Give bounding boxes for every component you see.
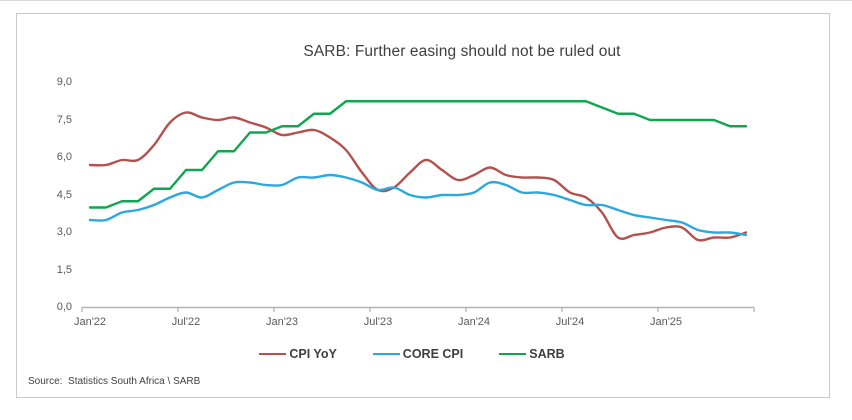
series-cpi-yoy-line xyxy=(88,111,748,242)
series-core-cpi-line xyxy=(88,173,748,237)
y-axis-tick-label: 6,0 xyxy=(56,151,72,163)
legend-label: CORE CPI xyxy=(402,347,464,361)
x-axis-tick-label: Jan'25 xyxy=(649,316,683,328)
legend-item-core-cpi: CORE CPI xyxy=(372,347,464,361)
legend-line-swatch xyxy=(372,352,400,356)
y-axis-tick-label: 7,5 xyxy=(56,113,72,126)
legend-line-swatch xyxy=(259,352,287,356)
y-axis-tick-label: 1,5 xyxy=(56,263,72,276)
y-axis-tick-label: 4,5 xyxy=(56,188,72,201)
x-axis-tick-label: Jan'23 xyxy=(265,316,299,328)
legend-item-cpi-yoy: CPI YoY xyxy=(259,347,337,361)
series-sarb-line xyxy=(88,100,748,209)
chart-title: SARB: Further easing should not be ruled… xyxy=(303,43,621,60)
x-axis-tick-label: Jan'24 xyxy=(457,316,491,328)
window-top-border xyxy=(0,0,852,1)
x-axis-tick-label: Jan'22 xyxy=(73,316,107,328)
legend-label: CPI YoY xyxy=(289,347,337,361)
x-axis-tick-label: Jul'24 xyxy=(555,316,585,328)
legend-line-swatch xyxy=(499,352,527,356)
y-axis-tick-label: 3,0 xyxy=(56,226,72,238)
y-axis-tick-label: 0,0 xyxy=(56,301,72,313)
legend: CPI YoY CORE CPI SARB xyxy=(0,347,824,361)
source-note: Source: Statistics South Africa \ SARB xyxy=(28,376,201,387)
legend-label: SARB xyxy=(529,347,565,361)
x-axis-tick-label: Jul'22 xyxy=(171,316,201,328)
y-axis-tick-label: 9,0 xyxy=(56,76,72,88)
legend-item-sarb: SARB xyxy=(499,347,565,361)
x-axis-tick-label: Jul'23 xyxy=(363,316,393,328)
